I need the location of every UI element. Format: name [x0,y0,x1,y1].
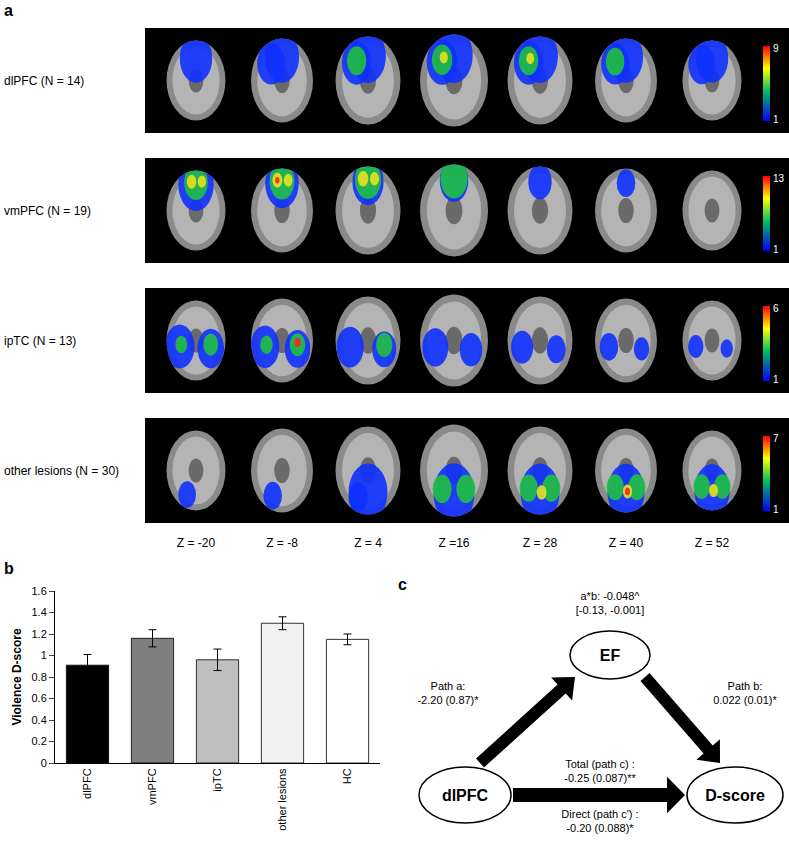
svg-text:9: 9 [773,43,779,54]
svg-text:0.2: 0.2 [32,735,47,747]
svg-text:0.4: 0.4 [32,714,47,726]
svg-text:0.8: 0.8 [32,671,47,683]
svg-text:7: 7 [773,433,779,444]
svg-text:dlPFC (N = 14): dlPFC (N = 14) [4,74,84,88]
svg-text:other lesions (N = 30): other lesions (N = 30) [4,464,119,478]
svg-text:1: 1 [773,114,779,125]
svg-text:1.4: 1.4 [32,606,47,618]
svg-text:c: c [398,576,407,593]
svg-text:6: 6 [773,303,779,314]
svg-text:Z = 4: Z = 4 [354,536,382,550]
svg-text:1: 1 [773,374,779,385]
svg-text:vmPFC: vmPFC [146,768,158,805]
svg-text:Path a:: Path a: [431,680,466,692]
svg-text:1: 1 [773,504,779,515]
svg-text:13: 13 [773,173,785,184]
svg-text:other lesions: other lesions [276,768,288,831]
svg-text:-0.25 (0.087)**: -0.25 (0.087)** [564,772,636,784]
svg-text:Z = 28: Z = 28 [523,536,558,550]
svg-text:0.6: 0.6 [32,692,47,704]
svg-text:1: 1 [773,244,779,255]
svg-text:Violence D-score: Violence D-score [10,628,24,725]
svg-text:Z =16: Z =16 [438,536,469,550]
svg-text:Z = -20: Z = -20 [177,536,216,550]
svg-text:1.2: 1.2 [32,628,47,640]
svg-text:1: 1 [41,649,47,661]
svg-text:-0.20 (0.088)*: -0.20 (0.088)* [566,822,634,834]
svg-text:Z = 40: Z = 40 [609,536,644,550]
svg-text:D-score: D-score [705,787,765,804]
svg-text:Total (path c) :: Total (path c) : [565,758,635,770]
svg-text:dlPFC: dlPFC [81,768,93,799]
svg-text:EF: EF [600,647,621,664]
svg-text:Path b:: Path b: [728,680,763,692]
svg-text:dlPFC: dlPFC [442,787,489,804]
svg-text:ipTC (N = 13): ipTC (N = 13) [4,334,76,348]
svg-text:-2.20 (0.87)*: -2.20 (0.87)* [417,694,479,706]
svg-text:vmPFC (N = 19): vmPFC (N = 19) [4,204,91,218]
html-text:b: b [4,560,14,577]
svg-text:ipTC: ipTC [211,768,223,791]
svg-text:Direct (path c') :: Direct (path c') : [561,808,638,820]
svg-text:0: 0 [41,757,47,769]
svg-text:[-0.13, -0.001]: [-0.13, -0.001] [576,604,645,616]
svg-text:Z = -8: Z = -8 [266,536,298,550]
svg-text:HC: HC [341,768,353,784]
svg-text:1.6: 1.6 [32,585,47,597]
svg-text:Z = 52: Z = 52 [695,536,730,550]
svg-text:a*b: -0.048^: a*b: -0.048^ [581,590,641,602]
svg-text:a: a [4,2,13,19]
svg-text:0.022 (0.01)*: 0.022 (0.01)* [713,694,777,706]
